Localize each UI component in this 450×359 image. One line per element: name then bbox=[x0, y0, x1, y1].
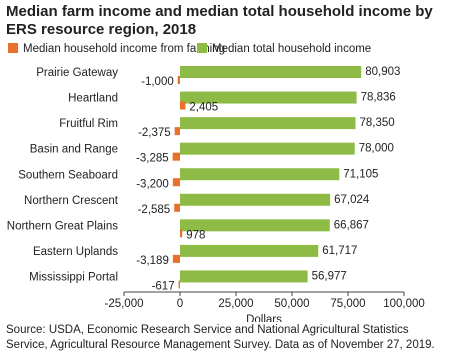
x-tick-label: 50,000 bbox=[274, 298, 309, 310]
chart: Median household income from farmingMedi… bbox=[7, 43, 425, 322]
legend-swatch bbox=[8, 43, 18, 53]
y-tick-label: Mississippi Portal bbox=[29, 271, 118, 283]
legend-label: Median total household income bbox=[212, 43, 371, 55]
label-bg bbox=[356, 116, 399, 131]
bar bbox=[180, 142, 355, 155]
label-bg bbox=[308, 269, 351, 284]
data-label: 2,405 bbox=[189, 102, 218, 114]
bar bbox=[178, 280, 180, 289]
bar bbox=[172, 178, 180, 187]
x-tick-label: 100,000 bbox=[383, 298, 425, 310]
y-tick-label: Northern Crescent bbox=[24, 195, 119, 207]
data-label: -617 bbox=[152, 280, 175, 292]
label-bg bbox=[355, 141, 398, 156]
data-label: -3,189 bbox=[136, 255, 169, 267]
y-tick-label: Northern Great Plains bbox=[7, 220, 118, 232]
label-bg bbox=[330, 218, 373, 233]
data-label: 78,350 bbox=[360, 117, 395, 129]
y-tick-label: Heartland bbox=[68, 93, 118, 105]
bar bbox=[172, 152, 180, 161]
x-tick-label: -25,000 bbox=[104, 298, 143, 310]
label-bg bbox=[362, 65, 405, 79]
y-tick-label: Eastern Uplands bbox=[33, 246, 118, 258]
data-label: -2,375 bbox=[138, 127, 171, 139]
label-bg bbox=[319, 243, 362, 258]
bar bbox=[172, 254, 180, 263]
data-label: -3,285 bbox=[136, 153, 169, 165]
y-tick-label: Fruitful Rim bbox=[59, 118, 118, 130]
bar bbox=[174, 127, 180, 136]
bar bbox=[180, 270, 308, 283]
bar bbox=[180, 168, 340, 181]
bar bbox=[177, 76, 180, 84]
x-tick-label: 0 bbox=[177, 298, 183, 310]
data-label: 978 bbox=[186, 229, 205, 241]
legend-swatch bbox=[197, 43, 207, 53]
data-label: 66,867 bbox=[334, 219, 369, 231]
source-note: Source: USDA, Economic Research Service … bbox=[6, 324, 435, 351]
bar bbox=[174, 203, 180, 212]
data-label: 61,717 bbox=[322, 245, 357, 257]
data-label: 78,836 bbox=[361, 92, 396, 104]
bar bbox=[180, 229, 183, 238]
x-axis-title: Dollars bbox=[246, 314, 282, 322]
legend-label: Median household income from farming bbox=[23, 43, 225, 55]
chart-title: Median farm income and median total hous… bbox=[6, 3, 433, 38]
bar bbox=[180, 193, 331, 206]
bar bbox=[180, 117, 356, 130]
y-tick-label: Prairie Gateway bbox=[36, 67, 118, 79]
bar bbox=[180, 91, 357, 104]
bar bbox=[180, 101, 186, 110]
bar bbox=[180, 66, 362, 78]
data-label: 78,000 bbox=[359, 143, 394, 155]
bar bbox=[180, 219, 330, 232]
label-bg bbox=[340, 167, 383, 182]
label-bg bbox=[331, 192, 374, 207]
data-label: -3,200 bbox=[136, 178, 169, 190]
data-label: 67,024 bbox=[334, 194, 370, 206]
x-tick-label: 25,000 bbox=[218, 298, 253, 310]
y-tick-label: Southern Seaboard bbox=[18, 169, 118, 181]
data-label: 80,903 bbox=[365, 66, 400, 78]
data-label: -1,000 bbox=[141, 76, 174, 88]
data-label: 56,977 bbox=[312, 270, 347, 282]
label-bg bbox=[357, 90, 400, 105]
data-label: -2,585 bbox=[138, 204, 171, 216]
y-tick-label: Basin and Range bbox=[30, 144, 118, 156]
data-label: 71,105 bbox=[343, 168, 378, 180]
bar bbox=[180, 244, 319, 257]
x-tick-label: 75,000 bbox=[330, 298, 365, 310]
